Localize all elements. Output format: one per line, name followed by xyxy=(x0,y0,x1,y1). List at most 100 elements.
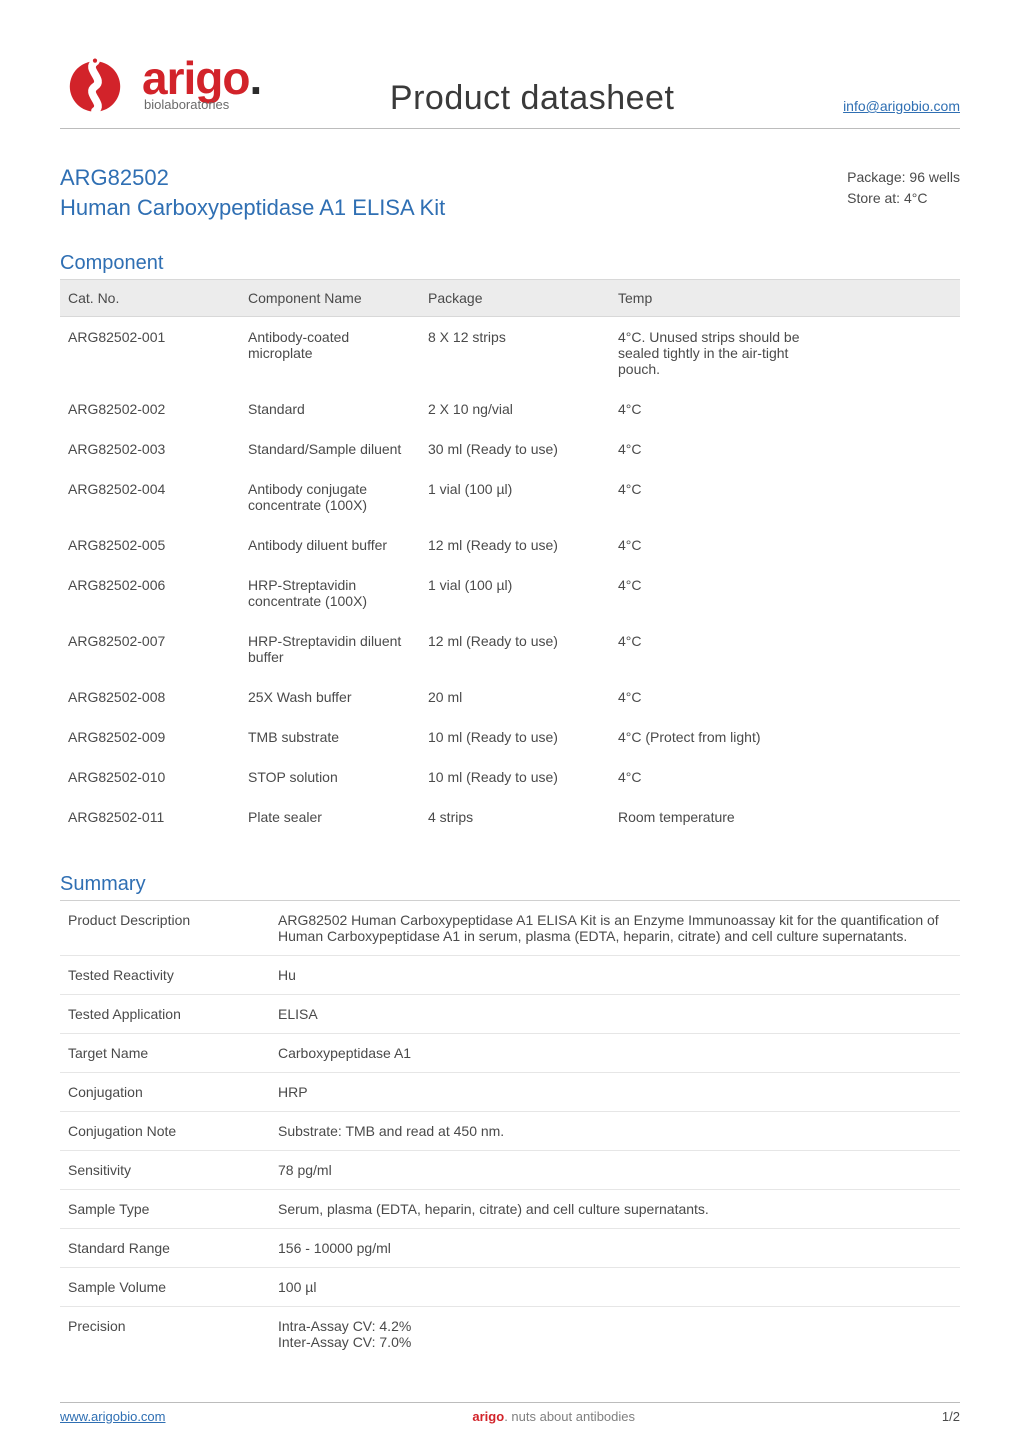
summary-value: 100 µl xyxy=(270,1268,960,1307)
table-cell: ARG82502-008 xyxy=(60,677,240,717)
col-spacer xyxy=(810,280,960,317)
table-row: Tested ApplicationELISA xyxy=(60,995,960,1034)
store-line: Store at: 4°C xyxy=(847,188,960,209)
store-label: Store at: xyxy=(847,190,900,206)
col-temp: Temp xyxy=(610,280,810,317)
summary-key: Tested Reactivity xyxy=(60,956,270,995)
table-cell-spacer xyxy=(810,565,960,621)
component-table-header-row: Cat. No. Component Name Package Temp xyxy=(60,280,960,317)
table-cell: 4°C. Unused strips should be sealed tigh… xyxy=(610,317,810,390)
summary-key: Standard Range xyxy=(60,1229,270,1268)
table-cell: ARG82502-002 xyxy=(60,389,240,429)
summary-key: Target Name xyxy=(60,1034,270,1073)
table-row: ARG82502-010STOP solution10 ml (Ready to… xyxy=(60,757,960,797)
table-cell: Antibody-coated microplate xyxy=(240,317,420,390)
col-catno: Cat. No. xyxy=(60,280,240,317)
footer-rest: . nuts about antibodies xyxy=(504,1409,635,1424)
table-cell: 1 vial (100 µl) xyxy=(420,565,610,621)
table-cell: 4°C xyxy=(610,469,810,525)
table-cell: 4°C xyxy=(610,621,810,677)
table-cell: ARG82502-011 xyxy=(60,797,240,837)
table-row: ARG82502-006HRP-Streptavidin concentrate… xyxy=(60,565,960,621)
header: arigo. biolaboratories Product datasheet… xyxy=(60,48,960,129)
table-cell: 4°C xyxy=(610,525,810,565)
table-row: Product DescriptionARG82502 Human Carbox… xyxy=(60,901,960,956)
table-cell-spacer xyxy=(810,717,960,757)
table-cell: Room temperature xyxy=(610,797,810,837)
table-cell: 4°C xyxy=(610,429,810,469)
table-cell: Antibody diluent buffer xyxy=(240,525,420,565)
table-cell: 10 ml (Ready to use) xyxy=(420,717,610,757)
table-row: ARG82502-002Standard2 X 10 ng/vial4°C xyxy=(60,389,960,429)
table-cell: ARG82502-001 xyxy=(60,317,240,390)
summary-value: Substrate: TMB and read at 450 nm. xyxy=(270,1112,960,1151)
table-cell: STOP solution xyxy=(240,757,420,797)
table-row: Sensitivity78 pg/ml xyxy=(60,1151,960,1190)
product-sku: ARG82502 xyxy=(60,163,445,193)
table-cell: ARG82502-004 xyxy=(60,469,240,525)
table-cell-spacer xyxy=(810,797,960,837)
table-row: Conjugation NoteSubstrate: TMB and read … xyxy=(60,1112,960,1151)
summary-key: Tested Application xyxy=(60,995,270,1034)
summary-value: Hu xyxy=(270,956,960,995)
product-pkg-block: Package: 96 wells Store at: 4°C xyxy=(847,167,960,209)
summary-value: HRP xyxy=(270,1073,960,1112)
footer-page: 1/2 xyxy=(942,1409,960,1424)
table-cell: Plate sealer xyxy=(240,797,420,837)
product-name: Human Carboxypeptidase A1 ELISA Kit xyxy=(60,193,445,223)
table-cell: ARG82502-009 xyxy=(60,717,240,757)
package-value: 96 wells xyxy=(909,169,960,185)
summary-table: Product DescriptionARG82502 Human Carbox… xyxy=(60,900,960,1361)
summary-key: Conjugation Note xyxy=(60,1112,270,1151)
table-cell: TMB substrate xyxy=(240,717,420,757)
table-cell: 4 strips xyxy=(420,797,610,837)
table-cell: 10 ml (Ready to use) xyxy=(420,757,610,797)
email-link[interactable]: info@arigobio.com xyxy=(843,98,960,114)
table-cell-spacer xyxy=(810,317,960,390)
footer-url[interactable]: www.arigobio.com xyxy=(60,1409,166,1424)
table-cell: HRP-Streptavidin concentrate (100X) xyxy=(240,565,420,621)
summary-key: Sample Volume xyxy=(60,1268,270,1307)
table-cell: ARG82502-003 xyxy=(60,429,240,469)
summary-key: Precision xyxy=(60,1307,270,1362)
table-row: Standard Range156 - 10000 pg/ml xyxy=(60,1229,960,1268)
table-cell: 4°C xyxy=(610,565,810,621)
product-id-block: ARG82502 Human Carboxypeptidase A1 ELISA… xyxy=(60,163,445,222)
table-cell-spacer xyxy=(810,621,960,677)
table-cell: ARG82502-006 xyxy=(60,565,240,621)
page-title: Product datasheet xyxy=(221,79,843,118)
col-compname: Component Name xyxy=(240,280,420,317)
table-row: ARG82502-007HRP-Streptavidin diluent buf… xyxy=(60,621,960,677)
table-row: ARG82502-001Antibody-coated microplate8 … xyxy=(60,317,960,390)
table-row: Sample TypeSerum, plasma (EDTA, heparin,… xyxy=(60,1190,960,1229)
table-cell: 20 ml xyxy=(420,677,610,717)
table-cell: Antibody conjugate concentrate (100X) xyxy=(240,469,420,525)
table-cell: 4°C xyxy=(610,677,810,717)
table-cell-spacer xyxy=(810,389,960,429)
summary-value: ELISA xyxy=(270,995,960,1034)
table-row: ARG82502-003Standard/Sample diluent30 ml… xyxy=(60,429,960,469)
table-cell: 25X Wash buffer xyxy=(240,677,420,717)
table-cell: HRP-Streptavidin diluent buffer xyxy=(240,621,420,677)
table-cell: 12 ml (Ready to use) xyxy=(420,621,610,677)
logo-icon xyxy=(60,48,130,118)
footer-brand: arigo xyxy=(472,1409,504,1424)
table-cell: ARG82502-007 xyxy=(60,621,240,677)
table-cell: 12 ml (Ready to use) xyxy=(420,525,610,565)
summary-value: Carboxypeptidase A1 xyxy=(270,1034,960,1073)
product-row: ARG82502 Human Carboxypeptidase A1 ELISA… xyxy=(60,163,960,222)
table-cell-spacer xyxy=(810,677,960,717)
table-cell: ARG82502-005 xyxy=(60,525,240,565)
component-table: Cat. No. Component Name Package Temp ARG… xyxy=(60,279,960,837)
table-row: ARG82502-005Antibody diluent buffer12 ml… xyxy=(60,525,960,565)
table-cell: 2 X 10 ng/vial xyxy=(420,389,610,429)
table-cell: ARG82502-010 xyxy=(60,757,240,797)
table-cell: 4°C xyxy=(610,389,810,429)
col-package: Package xyxy=(420,280,610,317)
table-row: Tested ReactivityHu xyxy=(60,956,960,995)
summary-value: Intra-Assay CV: 4.2%Inter-Assay CV: 7.0% xyxy=(270,1307,960,1362)
summary-value: 78 pg/ml xyxy=(270,1151,960,1190)
summary-key: Product Description xyxy=(60,901,270,956)
store-value: 4°C xyxy=(904,190,928,206)
summary-key: Conjugation xyxy=(60,1073,270,1112)
